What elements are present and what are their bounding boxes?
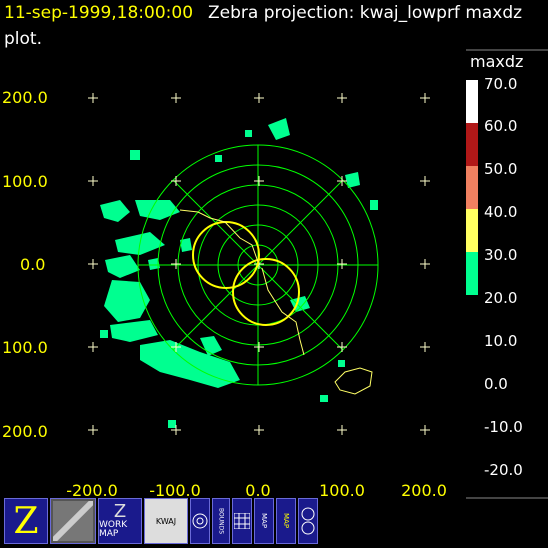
plot-title-continuation: plot. [4, 29, 42, 49]
map-icon[interactable]: MAP [254, 498, 274, 544]
y-tick-label: 100.0 [2, 338, 48, 357]
colorbar-title: maxdz [470, 52, 524, 71]
colorbar-label: -10.0 [484, 418, 523, 436]
colorbar-label: 10.0 [484, 332, 518, 350]
plot-title: Zebra projection: kwaj_lowprf maxdz [208, 3, 523, 23]
map-label: MAP [260, 513, 268, 529]
x-tick-label: 100.0 [319, 481, 365, 500]
kwaj-map-label: KWAJ [155, 516, 177, 526]
work-map-glyph: Z [113, 501, 127, 522]
bounds-label: BOUNDS [217, 507, 225, 535]
y-tick-label: 200.0 [2, 88, 48, 107]
x-tick-label: 0.0 [245, 481, 271, 500]
zebra-logo-icon[interactable]: Z [4, 498, 48, 544]
rings-icon[interactable] [190, 498, 210, 544]
work-map-label: WORK MAP [99, 520, 128, 539]
map-overlay [192, 221, 300, 326]
colorbar-label: 60.0 [484, 117, 518, 135]
grid-crosses [88, 93, 430, 435]
icon-bar: Z Z WORK MAP KWAJ BOUNDS MAP MAP [4, 498, 318, 546]
kwaj-map-icon[interactable]: KWAJ [144, 498, 188, 544]
colorbar-label: 0.0 [484, 375, 508, 393]
colorbar-label: 20.0 [484, 289, 518, 307]
y-tick-label: 100.0 [2, 172, 48, 191]
bounds-icon[interactable]: BOUNDS [212, 498, 230, 544]
x-tick-label: -200.0 [66, 481, 118, 500]
colorbar-label: 30.0 [484, 246, 518, 264]
timestamp: 11-sep-1999,18:00:00 [4, 3, 194, 23]
colorbar-label: 40.0 [484, 203, 518, 221]
overlay-circles-icon[interactable] [298, 498, 318, 544]
colorbar-label: 50.0 [484, 160, 518, 178]
y-tick-label: 200.0 [2, 422, 48, 441]
x-tick-label: -100.0 [149, 481, 201, 500]
us-map-label: MAP [282, 513, 290, 529]
grid-icon[interactable] [232, 498, 252, 544]
us-map-icon[interactable]: MAP [276, 498, 296, 544]
x-tick-label: 200.0 [401, 481, 447, 500]
image-icon[interactable] [50, 498, 96, 544]
y-tick-label: 0.0 [20, 255, 46, 274]
work-map-icon[interactable]: Z WORK MAP [98, 498, 142, 544]
coastline [179, 209, 373, 395]
colorbar-label: -20.0 [484, 461, 523, 479]
colorbar-label: 70.0 [484, 75, 518, 93]
colorbar [466, 49, 548, 499]
